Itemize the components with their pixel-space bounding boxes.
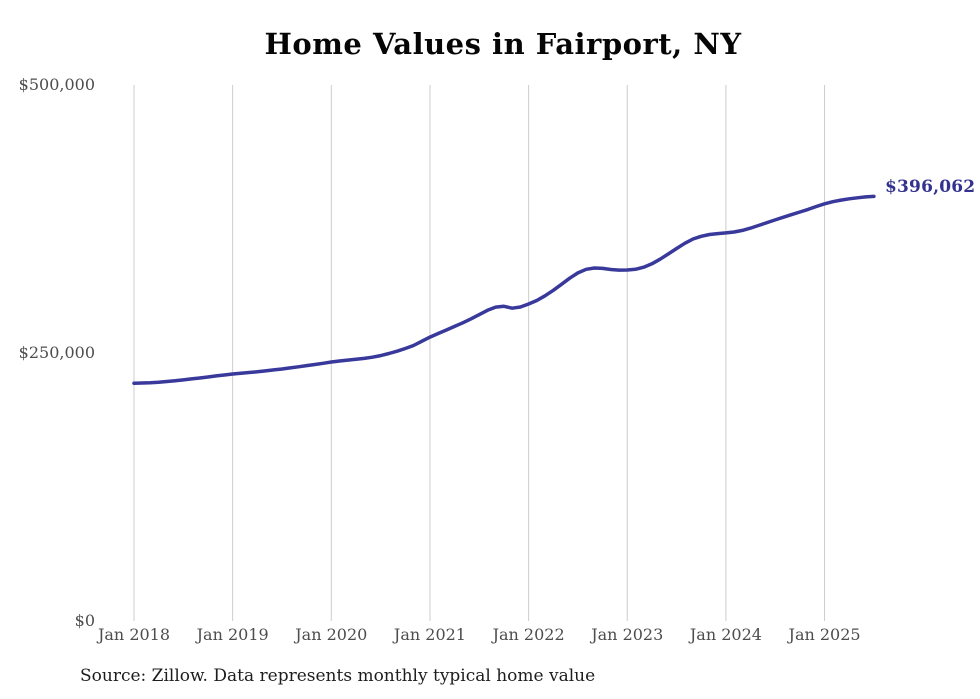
y-axis-tick-label: $250,000: [18, 343, 95, 362]
x-axis-tick-label: Jan 2018: [97, 625, 171, 644]
x-axis-tick-label: Jan 2022: [492, 625, 565, 644]
latest-value-label: $396,062: [885, 177, 976, 197]
trend-line: [132, 194, 876, 385]
x-axis-tick-label: Jan 2023: [591, 625, 664, 644]
chart-title: Home Values in Fairport, NY: [264, 27, 742, 61]
source-note: Source: Zillow. Data represents monthly …: [80, 666, 596, 686]
x-axis-tick-label: Jan 2020: [295, 625, 368, 644]
y-axis-tick-label: $0: [74, 611, 95, 630]
x-axis-tick-label: Jan 2025: [788, 625, 861, 644]
x-axis-tick-label: Jan 2024: [689, 625, 762, 644]
x-axis-tick-label: Jan 2019: [196, 625, 269, 644]
x-axis-tick-label: Jan 2021: [393, 625, 466, 644]
y-axis-tick-label: $500,000: [18, 75, 95, 94]
